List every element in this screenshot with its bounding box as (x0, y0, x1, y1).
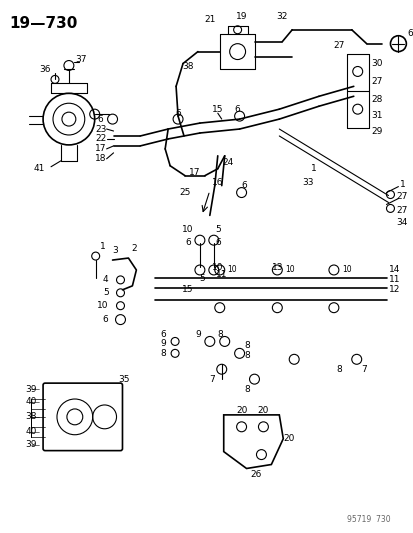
Text: 10: 10 (341, 265, 351, 274)
Text: 1: 1 (399, 180, 404, 189)
Text: 2: 2 (131, 244, 137, 253)
Text: 27: 27 (396, 192, 407, 201)
Text: 8: 8 (244, 385, 250, 393)
Text: 5: 5 (102, 288, 108, 297)
Text: 11: 11 (216, 270, 227, 279)
Text: 6: 6 (97, 115, 103, 124)
Text: 95719  730: 95719 730 (346, 515, 389, 524)
Text: 27: 27 (370, 77, 381, 86)
Text: 23: 23 (95, 125, 106, 134)
Text: 5: 5 (199, 274, 204, 284)
Text: 37: 37 (75, 55, 86, 64)
Text: 35: 35 (119, 375, 130, 384)
Text: 10: 10 (285, 265, 294, 274)
Text: 1: 1 (311, 164, 316, 173)
Text: 19—730: 19—730 (9, 16, 78, 31)
Text: 7: 7 (360, 365, 366, 374)
Text: 39: 39 (25, 385, 37, 393)
Text: 5: 5 (214, 225, 220, 234)
Text: 26: 26 (250, 470, 261, 479)
Text: 21: 21 (204, 15, 215, 25)
Text: 3: 3 (112, 246, 118, 255)
Text: 6: 6 (185, 238, 190, 247)
Text: 6: 6 (102, 315, 108, 324)
Text: 19: 19 (235, 12, 247, 21)
Text: 38: 38 (25, 413, 37, 422)
Text: 29: 29 (370, 126, 381, 135)
Text: 8: 8 (160, 349, 166, 358)
Text: 34: 34 (396, 218, 407, 227)
Text: 18: 18 (95, 155, 106, 163)
Text: 36: 36 (39, 65, 51, 74)
Text: 9: 9 (195, 330, 200, 339)
Text: 10: 10 (211, 263, 223, 272)
Text: 16: 16 (211, 178, 223, 187)
Text: 6: 6 (406, 29, 412, 38)
Text: 32: 32 (276, 12, 287, 21)
Text: 31: 31 (370, 111, 381, 119)
Text: 8: 8 (244, 341, 250, 350)
Text: 17: 17 (95, 144, 106, 154)
Text: 17: 17 (189, 168, 200, 177)
Text: 1: 1 (100, 241, 105, 251)
Text: 6: 6 (234, 104, 240, 114)
Text: 13: 13 (271, 263, 282, 272)
Text: 20: 20 (283, 434, 294, 443)
Text: 40: 40 (26, 427, 37, 437)
Text: 15: 15 (182, 285, 193, 294)
Text: 10: 10 (227, 265, 237, 274)
Text: 20: 20 (257, 407, 268, 415)
Text: 10: 10 (182, 225, 193, 234)
Text: 38: 38 (182, 62, 193, 71)
Text: 40: 40 (26, 398, 37, 407)
Text: 30: 30 (370, 59, 381, 68)
Text: 10: 10 (97, 301, 108, 310)
Text: 11: 11 (388, 276, 399, 285)
Text: 7: 7 (209, 375, 214, 384)
Text: 8: 8 (335, 365, 341, 374)
Text: 24: 24 (221, 158, 233, 167)
Text: 39: 39 (25, 440, 37, 449)
Text: 14: 14 (388, 265, 399, 274)
Text: 22: 22 (95, 134, 106, 143)
Text: 25: 25 (179, 188, 190, 197)
Text: 9: 9 (160, 339, 166, 348)
Text: 6: 6 (160, 330, 166, 339)
Text: 27: 27 (332, 41, 344, 50)
Text: 12: 12 (388, 285, 399, 294)
Text: 33: 33 (302, 178, 313, 187)
Text: 4: 4 (103, 276, 108, 285)
Text: 6: 6 (241, 181, 247, 190)
Text: 27: 27 (396, 206, 407, 215)
Text: 20: 20 (235, 407, 247, 415)
Text: 8: 8 (244, 351, 250, 360)
Text: 6: 6 (175, 109, 180, 118)
Text: 28: 28 (370, 95, 381, 104)
Text: 8: 8 (216, 330, 222, 339)
Text: 15: 15 (211, 104, 223, 114)
Text: 41: 41 (33, 164, 45, 173)
Text: 6: 6 (214, 238, 220, 247)
